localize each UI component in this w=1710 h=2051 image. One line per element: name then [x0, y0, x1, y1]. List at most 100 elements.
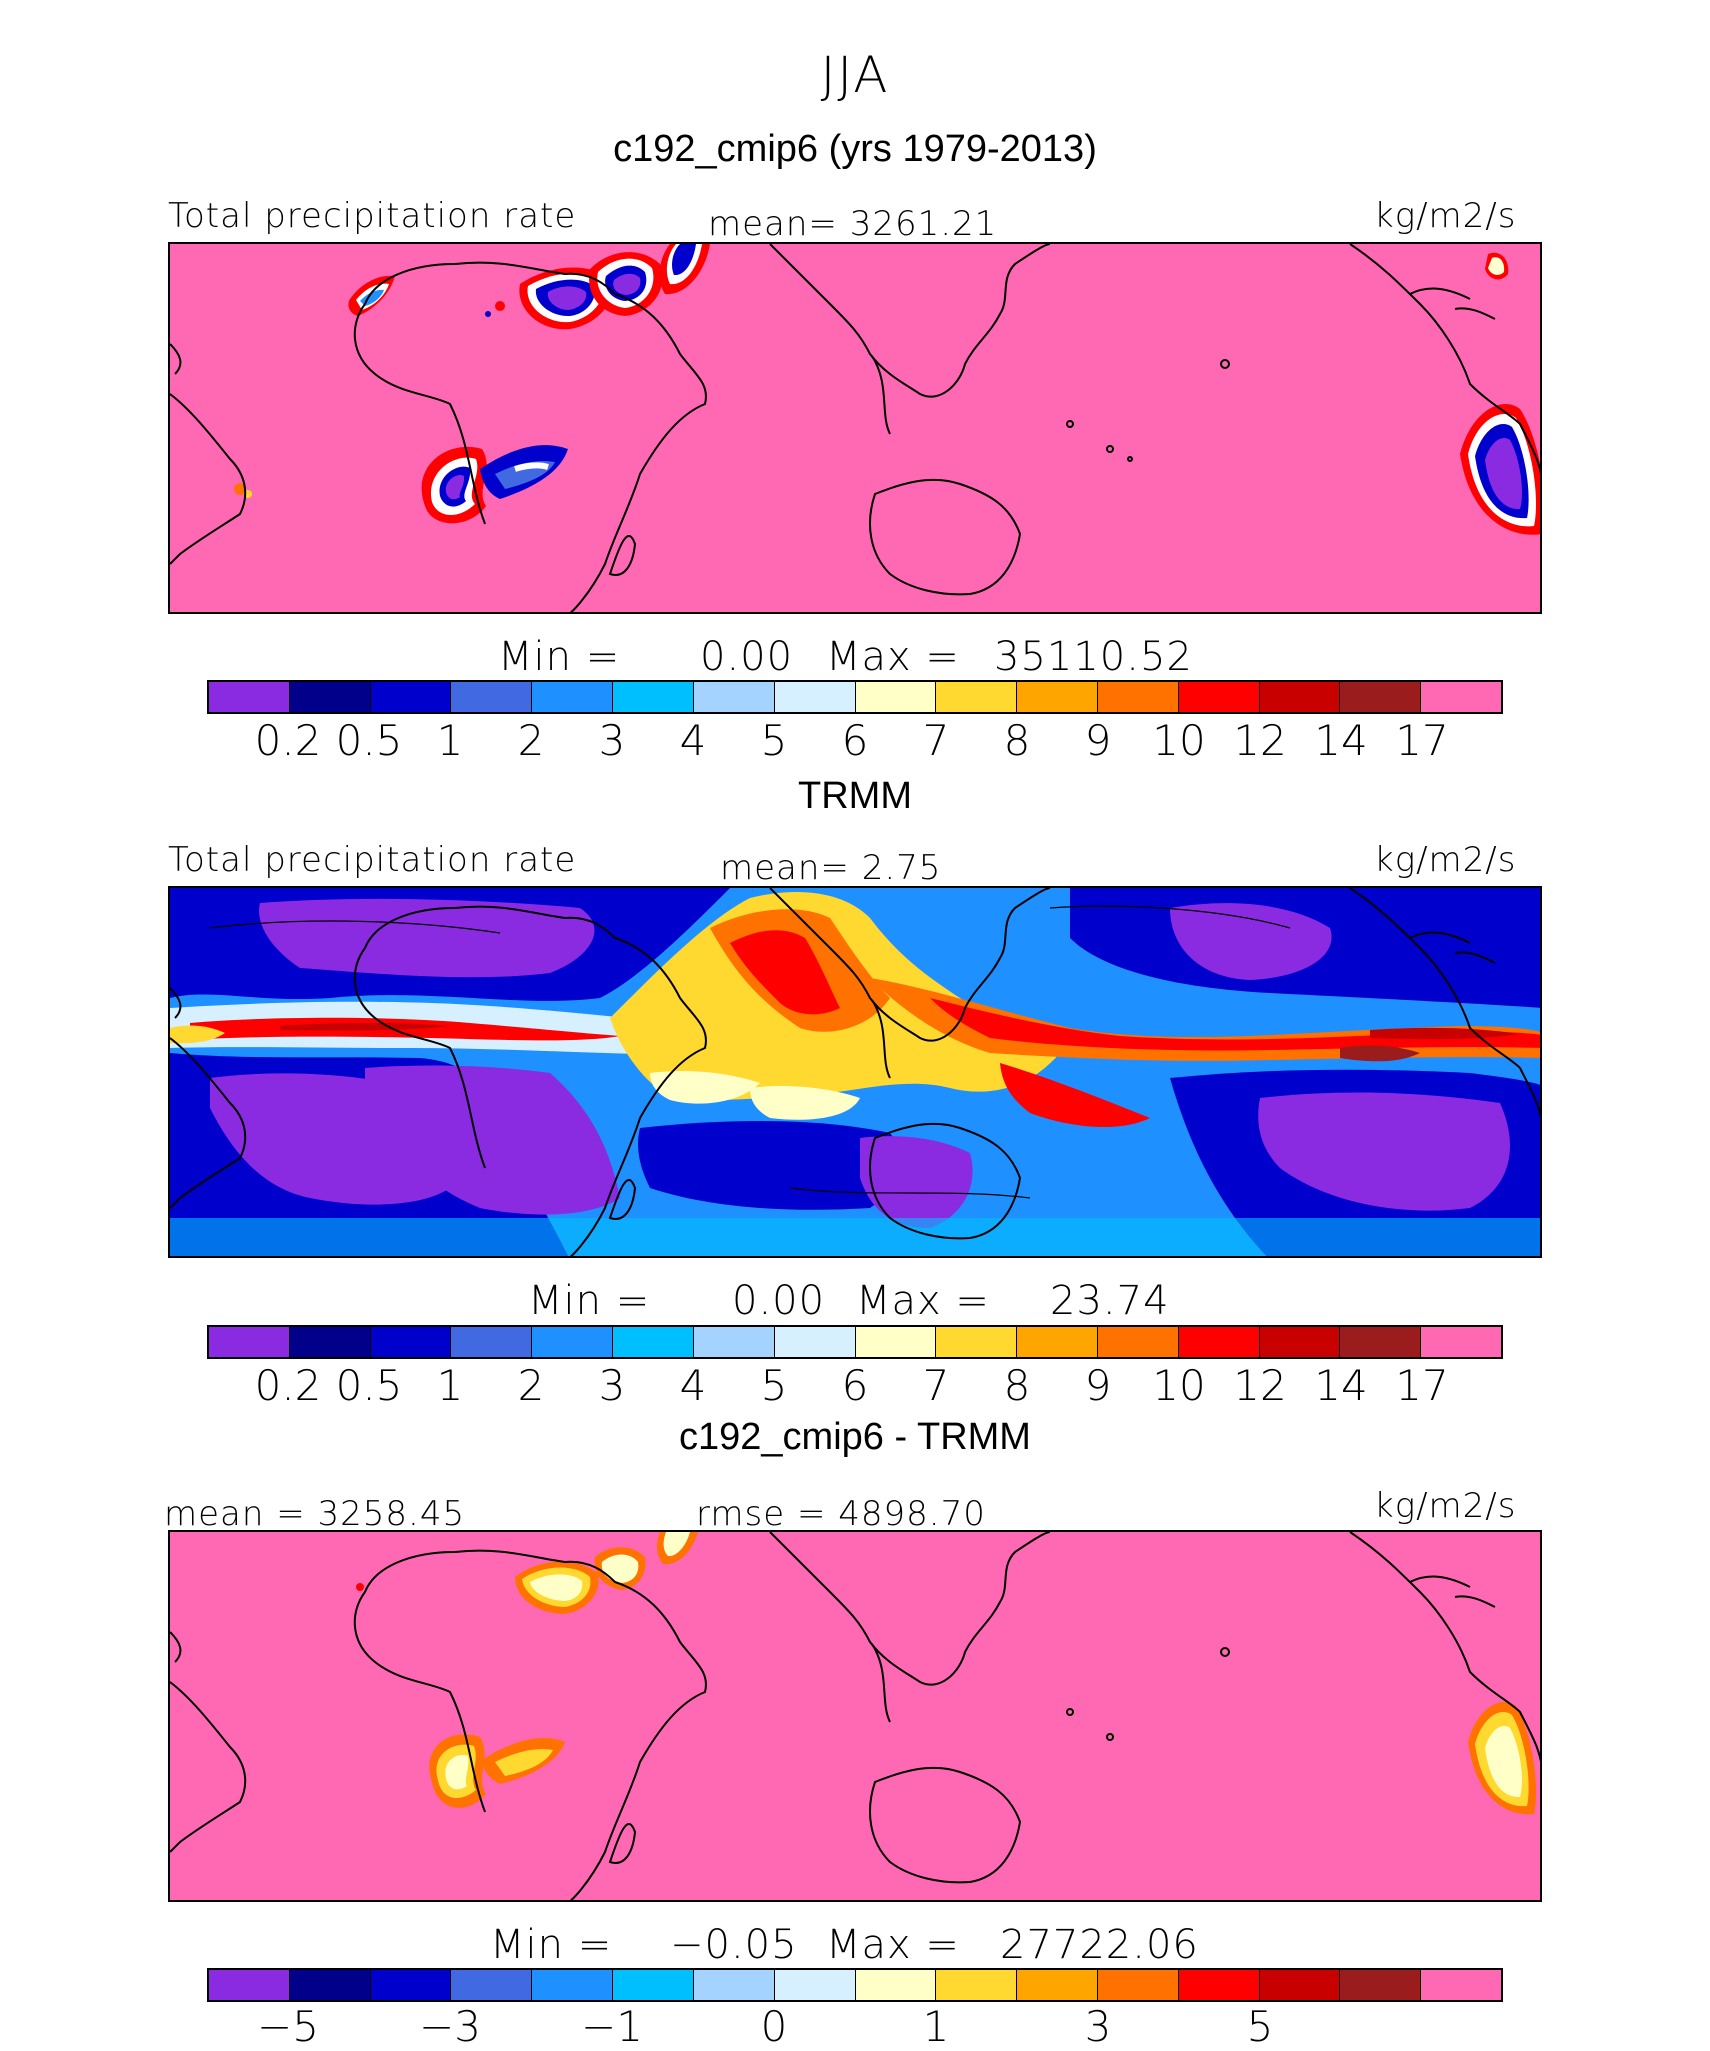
colorbar-swatch — [1097, 1327, 1179, 1357]
colorbar-swatch — [613, 682, 694, 712]
colorbar-swatch — [1421, 682, 1501, 712]
panel-1-units-label: kg/m2/s — [1374, 196, 1517, 236]
colorbar-swatch — [1178, 1327, 1260, 1357]
colorbar-swatch — [1017, 1970, 1098, 2000]
panel-1-map — [168, 242, 1542, 614]
colorbar-tick-label: 9 — [1084, 1361, 1112, 1410]
colorbar-swatch — [1097, 1970, 1179, 2000]
colorbar-tick-label: 1 — [436, 1361, 464, 1410]
panel-2-colorbar-ticks: 0.2 0.5 1 2 3 4 5 6 7 8 9 10 12 14 17 — [207, 1361, 1503, 1410]
colorbar-tick-label: 0 — [760, 2002, 788, 2051]
panel-2-precipitation-field — [170, 888, 1540, 1256]
colorbar-swatch — [1178, 1970, 1260, 2000]
panel-3-colorbar — [207, 1968, 1503, 2002]
colorbar-swatch — [1259, 682, 1341, 712]
colorbar-swatch — [209, 1970, 290, 2000]
colorbar-tick-label: 1 — [922, 2002, 950, 2051]
panel-1-coastlines — [170, 244, 1540, 612]
colorbar-swatch — [1097, 682, 1179, 712]
colorbar-swatch — [289, 1327, 371, 1357]
panel-3-min-label: Min = — [490, 1922, 613, 1968]
colorbar-swatch — [936, 682, 1018, 712]
panel-1-colorbar-ticks: 0.2 0.5 1 2 3 4 5 6 7 8 9 10 12 14 17 — [207, 716, 1503, 765]
panel-2-min-label: Min = — [528, 1278, 651, 1324]
panel-1-min-label: Min = — [498, 634, 621, 680]
colorbar-swatch — [532, 1327, 614, 1357]
panel-1-colorbar — [207, 680, 1503, 714]
figure-title: JJA — [820, 46, 890, 104]
colorbar-swatch — [370, 1327, 452, 1357]
colorbar-swatch — [855, 1970, 937, 2000]
panel-2-variable-label: Total precipitation rate — [168, 840, 577, 880]
panel-3-units-label: kg/m2/s — [1374, 1486, 1517, 1526]
colorbar-swatch — [451, 1327, 533, 1357]
colorbar-tick-label: 9 — [1084, 716, 1112, 765]
colorbar-tick-label: 17 — [1395, 1361, 1449, 1410]
panel-1-max-label: Max = — [826, 634, 960, 680]
colorbar-swatch — [774, 1970, 856, 2000]
colorbar-tick-label: 2 — [517, 1361, 545, 1410]
colorbar-swatch — [855, 682, 937, 712]
panel-2-units-label: kg/m2/s — [1374, 840, 1517, 880]
colorbar-swatch — [1340, 682, 1422, 712]
colorbar-tick-label: 7 — [922, 1361, 950, 1410]
colorbar-tick-label: 10 — [1152, 1361, 1206, 1410]
panel-1-min-value: 0.00 — [700, 634, 794, 680]
colorbar-tick-label: 6 — [841, 1361, 869, 1410]
panel-1-max-value: 35110.52 — [994, 634, 1193, 680]
colorbar-swatch — [532, 1970, 614, 2000]
colorbar-tick-label: 12 — [1233, 1361, 1287, 1410]
panel-3-difference-patches — [356, 1532, 1536, 1815]
colorbar-tick-label: −5 — [257, 2002, 319, 2051]
colorbar-swatch — [936, 1327, 1018, 1357]
panel-3-min-value: −0.05 — [670, 1922, 798, 1968]
panel-3-mean-label: mean = 3258.45 — [164, 1494, 466, 1534]
colorbar-swatch — [693, 1970, 775, 2000]
colorbar-swatch — [774, 682, 856, 712]
panel-3-colorbar-ticks: −5 −3 −1 0 1 3 5 — [207, 2002, 1503, 2051]
colorbar-tick-label: −1 — [581, 2002, 643, 2051]
colorbar-tick-label: 3 — [598, 1361, 626, 1410]
colorbar-tick-label: 1 — [436, 716, 464, 765]
colorbar-swatch — [209, 682, 290, 712]
colorbar-swatch — [1017, 1327, 1098, 1357]
panel-1-mean-label: mean= 3261.21 — [708, 204, 998, 244]
colorbar-swatch — [451, 682, 533, 712]
colorbar-tick-label: 2 — [517, 716, 545, 765]
colorbar-swatch — [1259, 1970, 1341, 2000]
colorbar-swatch — [451, 1970, 533, 2000]
colorbar-tick-label: 0.2 — [254, 716, 322, 765]
colorbar-swatch — [209, 1327, 290, 1357]
colorbar-tick-label: 0.5 — [335, 716, 403, 765]
colorbar-swatch — [613, 1970, 694, 2000]
panel-1-anomaly-patches — [234, 244, 1540, 535]
colorbar-swatch — [693, 682, 775, 712]
colorbar-swatch — [936, 1970, 1018, 2000]
colorbar-swatch — [1259, 1327, 1341, 1357]
colorbar-tick-label: 12 — [1233, 716, 1287, 765]
panel-3-map — [168, 1530, 1542, 1902]
colorbar-tick-label: 0.2 — [254, 1361, 322, 1410]
colorbar-swatch — [1340, 1327, 1422, 1357]
colorbar-tick-label: 5 — [760, 716, 788, 765]
colorbar-tick-label: 0.5 — [335, 1361, 403, 1410]
panel-2-colorbar — [207, 1325, 1503, 1359]
colorbar-tick-label: 14 — [1314, 716, 1368, 765]
colorbar-swatch — [289, 682, 371, 712]
colorbar-swatch — [1421, 1327, 1501, 1357]
panel-3-title: c192_cmip6 - TRMM — [679, 1416, 1031, 1458]
colorbar-swatch — [1340, 1970, 1422, 2000]
colorbar-tick-label: 10 — [1152, 716, 1206, 765]
colorbar-tick-label: 7 — [922, 716, 950, 765]
panel-2-max-value: 23.74 — [1050, 1278, 1170, 1324]
colorbar-swatch — [774, 1327, 856, 1357]
colorbar-tick-label: 5 — [760, 1361, 788, 1410]
colorbar-tick-label: 4 — [679, 716, 707, 765]
panel-2-coastlines — [170, 888, 1540, 1256]
panel-2-mean-label: mean= 2.75 — [720, 848, 942, 888]
panel-2-title: TRMM — [798, 775, 912, 817]
colorbar-swatch — [1421, 1970, 1501, 2000]
colorbar-swatch — [693, 1327, 775, 1357]
colorbar-tick-label: 4 — [679, 1361, 707, 1410]
panel-3-coastlines — [170, 1532, 1540, 1900]
